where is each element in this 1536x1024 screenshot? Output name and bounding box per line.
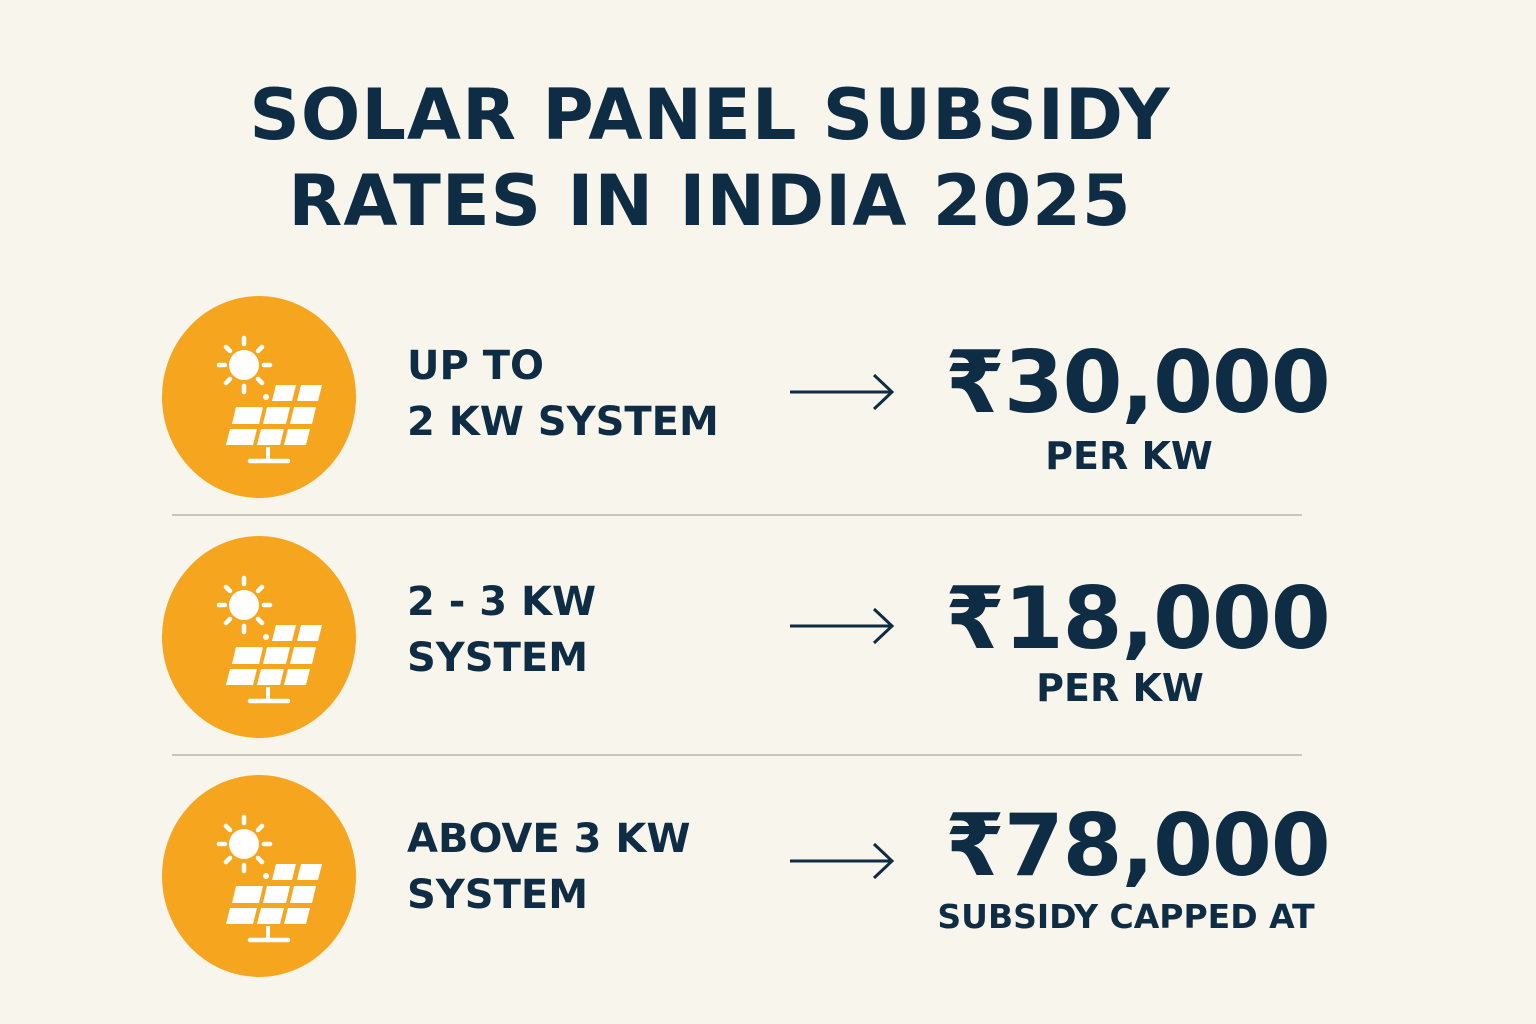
solar-panel-sun-icon [162, 296, 356, 498]
subsidy-note: PER KW [1036, 666, 1204, 710]
subsidy-amount: ₹30,000 [945, 333, 1331, 433]
title-line-1: SOLAR PANEL SUBSIDY [249, 74, 1171, 156]
label-line-2: SYSTEM [407, 635, 588, 681]
solar-panel-sun-icon [162, 775, 356, 977]
system-size-label: 2 - 3 KW SYSTEM [407, 574, 596, 686]
divider [172, 514, 1302, 516]
subsidy-row-1: UP TO 2 KW SYSTEM ₹30,000 PER KW [0, 296, 1536, 506]
system-size-label: ABOVE 3 KW SYSTEM [407, 811, 690, 923]
divider [172, 754, 1302, 756]
label-line-2: 2 KW SYSTEM [407, 399, 719, 445]
solar-panel-sun-icon [162, 536, 356, 738]
subsidy-row-3: ABOVE 3 KW SYSTEM ₹78,000 SUBSIDY CAPPED… [0, 775, 1536, 985]
subsidy-note: SUBSIDY CAPPED AT [937, 897, 1315, 936]
arrow-right-icon [790, 373, 895, 411]
arrow-right-icon [790, 607, 895, 645]
label-line-1: UP TO [407, 343, 545, 389]
arrow-right-icon [790, 842, 895, 880]
title-line-2: RATES IN INDIA 2025 [288, 160, 1132, 242]
system-size-label: UP TO 2 KW SYSTEM [407, 338, 719, 450]
subsidy-amount: ₹78,000 [945, 796, 1331, 896]
label-line-2: SYSTEM [407, 872, 588, 918]
subsidy-note: PER KW [1045, 434, 1213, 478]
subsidy-row-2: 2 - 3 KW SYSTEM ₹18,000 PER KW [0, 536, 1536, 746]
label-line-1: 2 - 3 KW [407, 579, 597, 625]
page-title: SOLAR PANEL SUBSIDY RATES IN INDIA 2025 [0, 72, 1420, 244]
subsidy-amount: ₹18,000 [945, 569, 1331, 669]
label-line-1: ABOVE 3 KW [407, 816, 691, 862]
